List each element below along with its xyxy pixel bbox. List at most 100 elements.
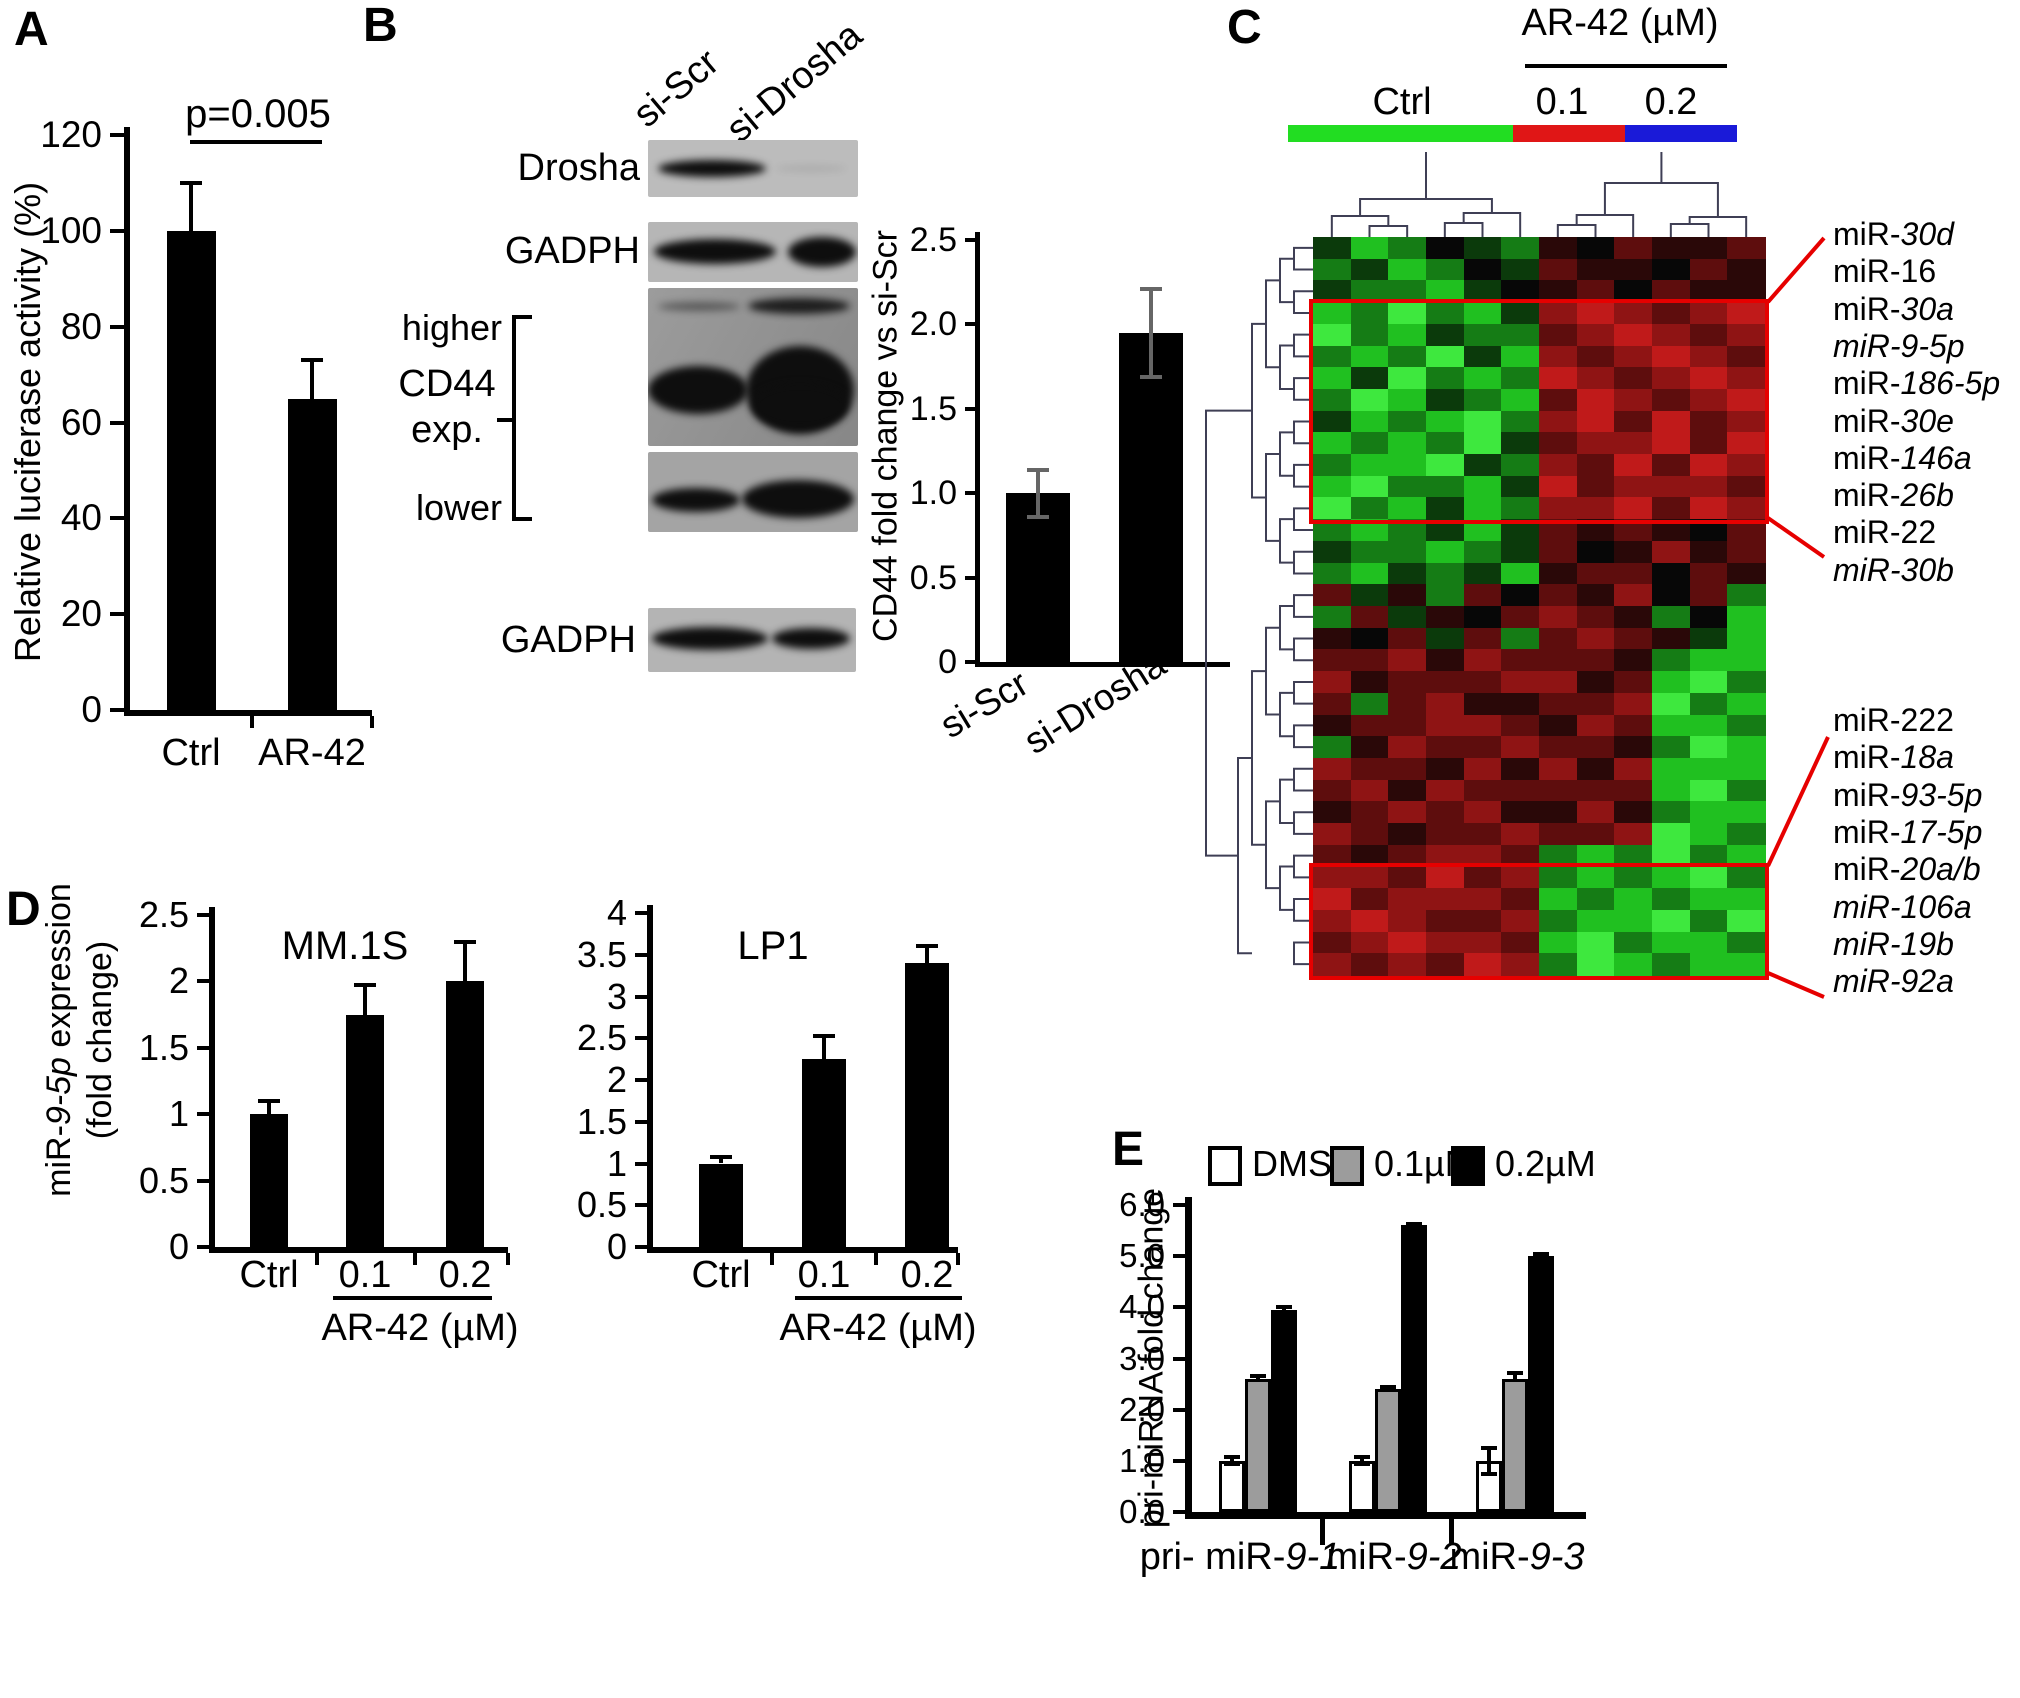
heatmap-cell xyxy=(1388,649,1427,672)
heatmap-cell xyxy=(1388,497,1427,520)
y-tick-label: 0 xyxy=(938,642,957,681)
heatmap-cell xyxy=(1501,888,1540,911)
heatmap-cell xyxy=(1388,606,1427,629)
heatmap-cell xyxy=(1727,909,1766,933)
x-category-label: miR-9-3 xyxy=(1449,1536,1585,1578)
heatmap-cell xyxy=(1463,367,1503,390)
heatmap-cell xyxy=(1652,779,1691,803)
x-category-label: AR-42 xyxy=(258,732,366,774)
y-tick xyxy=(965,575,975,580)
heatmap-cell xyxy=(1689,714,1729,737)
heatmap-cell xyxy=(1576,345,1616,368)
heatmap-cell xyxy=(1539,779,1578,803)
heatmap-cell xyxy=(1313,692,1352,716)
gene-label: miR-9-5p xyxy=(1833,327,1965,364)
blot-band xyxy=(772,628,850,649)
heatmap-cell xyxy=(1614,475,1653,499)
y-tick xyxy=(635,1078,647,1082)
heatmap-cell xyxy=(1350,649,1390,672)
blot-column-header-si-drosha: si-Drosha xyxy=(718,14,871,151)
x-category-label: miR-9-2 xyxy=(1326,1536,1462,1578)
heatmap-cell xyxy=(1426,671,1465,694)
x-tick xyxy=(770,1253,774,1265)
y-tick xyxy=(1173,1203,1185,1207)
heatmap-cell xyxy=(1576,237,1616,260)
heatmap-cell xyxy=(1313,823,1352,846)
heatmap-cell xyxy=(1727,519,1766,542)
heatmap-cell xyxy=(1614,562,1653,585)
heatmap-cell xyxy=(1652,823,1691,846)
heatmap-cell xyxy=(1501,540,1540,564)
error-whisker xyxy=(1036,469,1040,517)
y-tick xyxy=(635,1119,647,1124)
error-cap xyxy=(180,180,202,185)
blot-image-gadph-top xyxy=(648,222,858,282)
error-cap xyxy=(916,944,938,949)
heatmap-cell xyxy=(1614,454,1653,477)
panel-label-e: E xyxy=(1112,1123,1145,1176)
heatmap-cell xyxy=(1313,475,1352,499)
x-axis xyxy=(209,1247,508,1253)
heatmap-cell xyxy=(1614,237,1653,260)
heatmap-cell xyxy=(1614,671,1653,694)
heatmap-cell xyxy=(1388,323,1427,347)
y-tick-label: 2.0 xyxy=(909,305,957,344)
heatmap-cell xyxy=(1539,302,1578,325)
y-tick xyxy=(1173,1356,1185,1361)
x-category-label: 0.2 xyxy=(438,1254,492,1296)
heatmap-cell xyxy=(1463,323,1503,347)
x-group-separator xyxy=(1449,1519,1454,1545)
heatmap-cell xyxy=(1463,736,1503,759)
y-tick-label: 4 xyxy=(606,892,627,933)
heatmap-cell xyxy=(1501,649,1540,672)
heatmap-cell xyxy=(1614,779,1653,803)
heatmap-cell xyxy=(1689,540,1729,564)
heatmap-cell xyxy=(1388,367,1427,390)
y-tick xyxy=(635,1161,647,1166)
y-tick xyxy=(635,1245,647,1249)
heatmap-cell xyxy=(1727,367,1766,390)
heatmap-cell xyxy=(1501,801,1540,824)
heatmap-cell xyxy=(1313,258,1352,282)
highlight-connector-line xyxy=(1767,971,1825,999)
y-tick xyxy=(635,952,647,957)
heatmap-cell xyxy=(1388,931,1427,954)
error-whisker xyxy=(189,182,193,231)
heatmap-cell xyxy=(1426,844,1465,868)
heatmap-dose-0-2: 0.2 xyxy=(1644,81,1698,124)
heatmap-cell xyxy=(1576,627,1616,651)
x-tick xyxy=(370,716,374,728)
heatmap-cell xyxy=(1313,627,1352,651)
heatmap-cell xyxy=(1614,519,1653,542)
heatmap-cell xyxy=(1576,649,1616,672)
y-tick-label: 2.0 xyxy=(1119,1390,1165,1428)
heatmap-cell xyxy=(1539,410,1578,434)
gene-label: miR-22 xyxy=(1833,514,1937,551)
heatmap-cell xyxy=(1388,519,1427,542)
heatmap-cell xyxy=(1689,649,1729,672)
heatmap-cell xyxy=(1388,844,1427,868)
heatmap-cell xyxy=(1652,432,1691,455)
panel-label-b: B xyxy=(363,0,398,52)
heatmap-cell xyxy=(1388,909,1427,933)
heatmap-cell xyxy=(1727,823,1766,846)
heatmap-cell xyxy=(1539,714,1578,737)
panel-a-y-axis-title: Relative luciferase activity (%) xyxy=(7,181,49,663)
y-tick-label: 2.5 xyxy=(909,220,957,259)
heatmap-cell xyxy=(1539,454,1578,477)
heatmap-cell xyxy=(1313,519,1352,542)
heatmap-cell xyxy=(1463,606,1503,629)
y-tick xyxy=(635,1203,647,1208)
heatmap-cell xyxy=(1614,280,1653,303)
y-tick xyxy=(197,913,209,917)
heatmap-cell xyxy=(1576,714,1616,737)
heatmap-cell xyxy=(1388,280,1427,303)
blot-image-cd44-lower xyxy=(648,452,858,532)
bar xyxy=(1375,1389,1401,1512)
heatmap-cell xyxy=(1501,844,1540,868)
x-axis-title-mm1s: AR-42 (µM) xyxy=(321,1307,519,1349)
heatmap-cell xyxy=(1501,866,1540,889)
heatmap-cell xyxy=(1652,627,1691,651)
heatmap-cell xyxy=(1689,931,1729,954)
heatmap-cell xyxy=(1463,627,1503,651)
